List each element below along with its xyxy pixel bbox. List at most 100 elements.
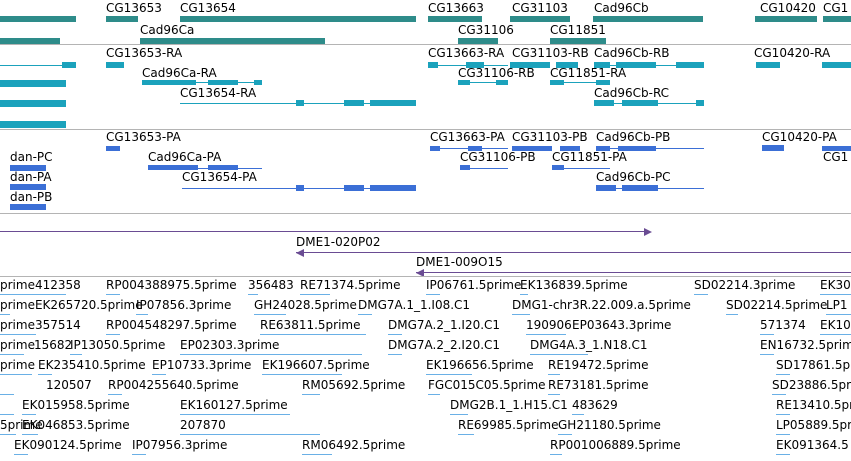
est-line[interactable]: [0, 394, 14, 395]
protein-label[interactable]: CG1: [823, 150, 849, 164]
exon[interactable]: [458, 80, 470, 85]
est-label[interactable]: IP07856.3prime: [136, 298, 232, 312]
est-line[interactable]: [760, 354, 774, 355]
protein-label[interactable]: CG13653-PA: [106, 130, 181, 144]
protein-label[interactable]: CG31103-PB: [512, 130, 588, 144]
exon[interactable]: [466, 62, 484, 68]
est-label[interactable]: EP10733.3prime: [152, 358, 252, 372]
est-label[interactable]: EK136839.5prime: [520, 278, 628, 292]
gene-label[interactable]: CG13653: [106, 1, 162, 15]
protein-bar[interactable]: [296, 185, 304, 191]
est-label[interactable]: GH24028.5prime: [254, 298, 357, 312]
est-label[interactable]: EK196607.5prime: [262, 358, 370, 372]
protein-bar[interactable]: [596, 146, 610, 151]
exon[interactable]: [596, 80, 610, 85]
est-line[interactable]: [22, 414, 36, 415]
transcript-label[interactable]: Cad96Cb-RC: [594, 86, 670, 100]
est-label[interactable]: EK10: [820, 318, 851, 332]
est-label[interactable]: RP001006889.5prime: [550, 438, 681, 452]
est-line[interactable]: [512, 314, 530, 315]
est-line[interactable]: [520, 294, 528, 295]
exon[interactable]: [756, 62, 780, 68]
est-line[interactable]: [106, 294, 120, 295]
gene-bar[interactable]: [550, 38, 606, 44]
est-label[interactable]: RE69985.5prime: [458, 418, 559, 432]
est-line[interactable]: [0, 414, 14, 415]
est-line[interactable]: [300, 294, 330, 295]
est-label[interactable]: SD23886.5prime: [772, 378, 851, 392]
est-line[interactable]: [388, 354, 402, 355]
est-line[interactable]: [776, 454, 790, 455]
exon[interactable]: [370, 100, 416, 106]
est-label[interactable]: RP004255640.5prime: [108, 378, 239, 392]
est-line[interactable]: [180, 354, 362, 355]
est-label[interactable]: RE63811.5prime: [260, 318, 361, 332]
est-label[interactable]: DMG7A.2_1.I20.C1: [388, 318, 501, 332]
est-label[interactable]: prime: [0, 358, 35, 372]
est-line[interactable]: [526, 334, 566, 335]
gene-bar[interactable]: [458, 38, 498, 44]
transcript-label[interactable]: Cad96Ca-RA: [142, 66, 217, 80]
est-label[interactable]: DMG7A.2_2.I20.C1: [388, 338, 501, 352]
exon[interactable]: [594, 62, 610, 68]
est-line[interactable]: [820, 334, 851, 335]
exon[interactable]: [496, 80, 508, 85]
protein-bar[interactable]: [208, 165, 238, 170]
clone-label[interactable]: DME1-020P02: [296, 235, 381, 249]
est-line[interactable]: [0, 434, 16, 435]
est-label[interactable]: EP02303.3prime: [180, 338, 280, 352]
est-label[interactable]: EK046853.5prime: [22, 418, 130, 432]
est-line[interactable]: [572, 414, 584, 415]
est-line[interactable]: [760, 334, 774, 335]
est-label[interactable]: IP07956.3prime: [132, 438, 228, 452]
est-line[interactable]: [262, 374, 342, 375]
est-line[interactable]: [776, 414, 790, 415]
est-line[interactable]: [772, 394, 786, 395]
protein-bar[interactable]: [596, 185, 616, 191]
est-label[interactable]: RE71374.5prime: [300, 278, 401, 292]
est-line[interactable]: [260, 334, 366, 335]
protein-bar[interactable]: [10, 204, 46, 210]
est-label[interactable]: DMG4A.3_1.N18.C1: [530, 338, 648, 352]
est-line[interactable]: [106, 334, 120, 335]
est-label[interactable]: RM05692.5prime: [302, 378, 406, 392]
exon[interactable]: [594, 100, 614, 106]
exon[interactable]: [510, 62, 550, 68]
gene-label[interactable]: CG31106: [458, 23, 514, 37]
est-label[interactable]: DMG2B.1_1.H15.C1: [450, 398, 568, 412]
transcript-label[interactable]: CG31106-RB: [458, 66, 535, 80]
protein-bar[interactable]: [512, 146, 552, 151]
est-line[interactable]: [0, 314, 10, 315]
exon[interactable]: [556, 62, 578, 68]
est-line[interactable]: [180, 414, 290, 415]
gene-label[interactable]: CG10420: [760, 1, 816, 15]
est-label[interactable]: SD02214.5prime: [726, 298, 828, 312]
exon[interactable]: [622, 100, 658, 106]
gene-bar[interactable]: [140, 38, 325, 44]
est-label[interactable]: GH21180.5prime: [558, 418, 661, 432]
est-label[interactable]: EK160127.5prime: [180, 398, 288, 412]
est-label[interactable]: 207870: [180, 418, 226, 432]
exon[interactable]: [616, 62, 656, 68]
est-label[interactable]: primeEK265720.5prime: [0, 298, 143, 312]
est-label[interactable]: 483629: [572, 398, 618, 412]
protein-bar[interactable]: [106, 146, 120, 151]
est-label[interactable]: 15682: [34, 338, 73, 352]
protein-bar[interactable]: [370, 185, 416, 191]
protein-label[interactable]: Cad96Cb-PC: [596, 170, 671, 184]
exon[interactable]: [62, 62, 76, 68]
est-line[interactable]: [776, 434, 790, 435]
exon[interactable]: [0, 121, 66, 128]
est-line[interactable]: [548, 374, 560, 375]
est-label[interactable]: 190906: [526, 318, 572, 332]
est-line[interactable]: [302, 394, 320, 395]
protein-bar[interactable]: [430, 146, 440, 151]
gene-bar[interactable]: [180, 16, 416, 22]
gene-label[interactable]: CG11851: [550, 23, 606, 37]
est-line[interactable]: [0, 374, 32, 375]
est-line[interactable]: [820, 294, 851, 295]
gene-label[interactable]: CG13654: [180, 1, 236, 15]
est-line[interactable]: [180, 434, 320, 435]
est-label[interactable]: FGC015C05.5prime: [428, 378, 546, 392]
transcript-label[interactable]: CG10420-RA: [754, 46, 831, 60]
